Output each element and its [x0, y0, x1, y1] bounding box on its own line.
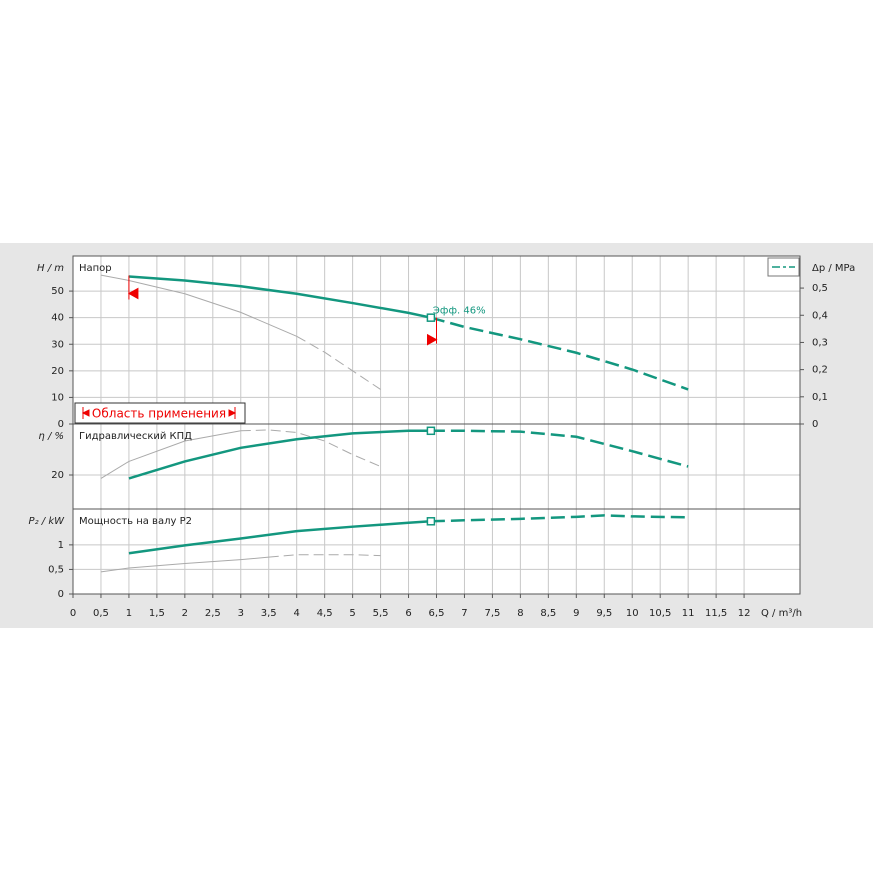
y2-tick-label: 0,1 — [812, 392, 828, 403]
operating-point — [426, 517, 436, 526]
x-tick-label: 5 — [349, 608, 355, 619]
y-tick-label: 10 — [51, 392, 64, 403]
panel-title: Гидравлический КПД — [79, 431, 192, 442]
x-tick-label: 8 — [517, 608, 523, 619]
x-tick-label: 10 — [626, 608, 639, 619]
x-tick-label: 2 — [182, 608, 188, 619]
curve — [128, 429, 431, 480]
x-axis-label: Q / m³/h — [761, 608, 802, 619]
x-tick-label: 2,5 — [205, 608, 221, 619]
x-tick-label: 4,5 — [317, 608, 333, 619]
y-tick-label: 40 — [51, 313, 64, 324]
y-axis-label: P₂ / kW — [29, 516, 66, 527]
x-tick-label: 1 — [126, 608, 132, 619]
curve — [268, 554, 381, 558]
annotation: Эфф. 46% — [433, 306, 486, 317]
x-tick-label: 11 — [682, 608, 695, 619]
curve — [100, 274, 297, 337]
x-tick-label: 7 — [461, 608, 467, 619]
x-tick-label: 4 — [294, 608, 300, 619]
y-axis-label: H / m — [37, 263, 64, 274]
y-tick-label: 1 — [58, 540, 64, 551]
x-tick-label: 6 — [405, 608, 411, 619]
curve — [128, 520, 431, 555]
x-tick-label: 0,5 — [93, 608, 109, 619]
operating-point — [426, 426, 436, 436]
y-tick-label: 50 — [51, 286, 64, 297]
x-tick-label: 10,5 — [649, 608, 671, 619]
y2-tick-label: 0,3 — [812, 337, 828, 348]
range-end — [427, 317, 438, 346]
x-tick-label: 0 — [70, 608, 76, 619]
range-start — [127, 275, 139, 300]
y-tick-label: 20 — [51, 366, 64, 377]
x-tick-label: 8,5 — [540, 608, 556, 619]
curve — [430, 316, 689, 391]
y-tick-label: 0,5 — [48, 564, 64, 575]
x-tick-label: 7,5 — [484, 608, 500, 619]
x-tick-label: 3,5 — [261, 608, 277, 619]
y2-tick-label: 0 — [812, 419, 818, 430]
x-tick-label: 3 — [238, 608, 244, 619]
y-axis-label: η / % — [38, 431, 64, 442]
y-tick-label: 30 — [51, 339, 64, 350]
curve — [100, 430, 241, 479]
x-tick-label: 1,5 — [149, 608, 165, 619]
panel-title: Мощность на валу P2 — [79, 516, 192, 527]
y2-axis-label: Δp / MPa — [812, 263, 855, 274]
x-tick-label: 9,5 — [596, 608, 612, 619]
y2-tick-label: 0,5 — [812, 283, 828, 294]
x-tick-label: 5,5 — [373, 608, 389, 619]
y-tick-label: 0 — [58, 419, 64, 430]
curve — [128, 275, 432, 319]
operating-point — [426, 313, 436, 322]
range-label: Область применения — [92, 407, 226, 421]
range-icon — [81, 407, 237, 419]
x-tick-label: 12 — [738, 608, 751, 619]
y-tick-label: 20 — [51, 470, 64, 481]
y2-tick-label: 0,2 — [812, 365, 828, 376]
y-tick-label: 0 — [58, 589, 64, 600]
x-tick-label: 6,5 — [429, 608, 445, 619]
marks — [100, 274, 689, 573]
panel-title: Напор — [79, 263, 112, 274]
curve — [100, 556, 269, 573]
curve — [430, 429, 689, 468]
x-tick-label: 9 — [573, 608, 579, 619]
range-box — [74, 402, 246, 424]
curve — [240, 429, 381, 467]
curve — [296, 335, 381, 390]
y2-tick-label: 0,4 — [812, 310, 828, 321]
x-tick-label: 11,5 — [705, 608, 727, 619]
curve — [430, 514, 689, 523]
